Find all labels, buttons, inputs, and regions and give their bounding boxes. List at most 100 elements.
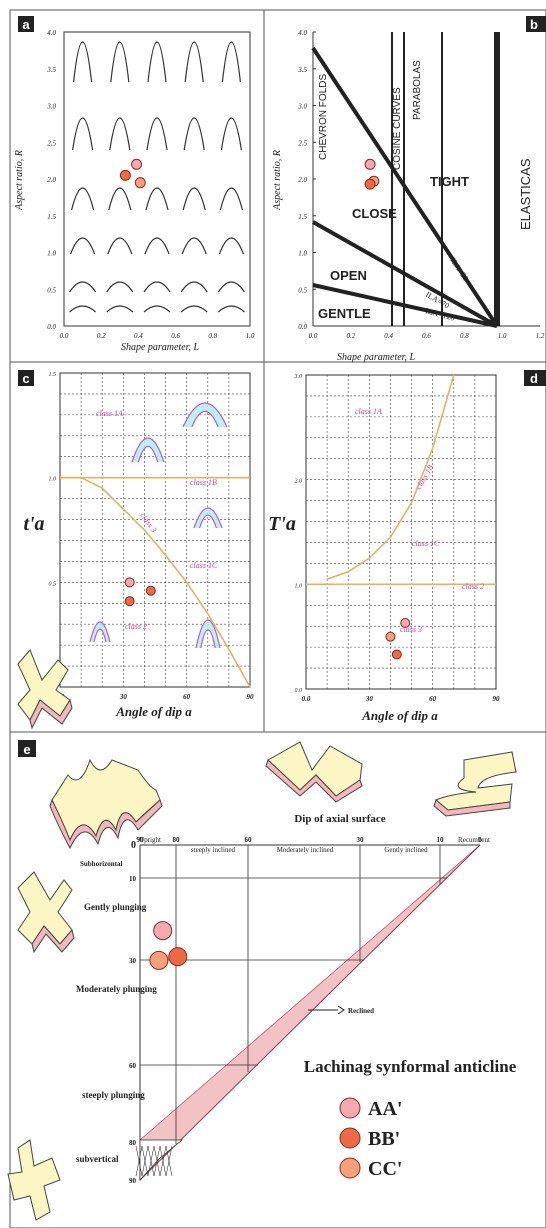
dip-class-moderate: Moderately inclined (277, 846, 334, 854)
b-xtick: 1.2 (536, 332, 545, 340)
fold-shape-profile (110, 41, 130, 83)
d-xtick: 30 (365, 695, 374, 703)
panel-e-label: e (23, 742, 30, 757)
e-dip-tick: 60 (245, 836, 253, 844)
legend-label: BB' (368, 1128, 400, 1150)
fold-shape-profile (180, 305, 208, 313)
dip-class-steep: steeply inclined (191, 846, 236, 854)
fold-shape-profile (219, 187, 243, 211)
e-dip-tick: 30 (357, 836, 365, 844)
panel-d-curves (306, 374, 496, 586)
panel-a-axes (63, 31, 251, 327)
panel-c-axes (59, 372, 251, 688)
panel-e-badge (18, 740, 36, 757)
a-ytick: 0.5 (47, 286, 56, 294)
e-data-point (149, 950, 169, 970)
panel-a-label: a (22, 17, 30, 32)
e-hatch (135, 1145, 143, 1177)
e-title: Dip of axial surface (294, 813, 385, 825)
e-dip-tick: 10 (437, 836, 445, 844)
fold-shape-profile (217, 305, 245, 313)
fold-shape-profile (218, 237, 244, 255)
a-ytick: 3.5 (46, 66, 56, 74)
panel-d-plot: 0.0 30 60 900.01.02.03.0 class 1A class 1B … (268, 374, 500, 723)
c-class-fold-inner (191, 410, 219, 428)
fold-shape-profile (73, 41, 93, 83)
recumbent-fold-icon (433, 751, 517, 817)
legend-swatch (339, 1097, 361, 1119)
c-class-1b: class 1B (190, 478, 217, 487)
elasticas-label: ELASTICAS (518, 158, 533, 230)
a-xtick: 0.4 (134, 332, 143, 340)
panel-d-badge (524, 370, 546, 386)
d-xtick: 60 (429, 695, 437, 703)
panel-b-plot: 0.0 0.2 0.4 0.6 0.8 1.0 1.2 0.0 0.5 1.0 1.5 2.0 2.5 3… (272, 29, 545, 363)
e-reclined-band (139, 844, 481, 1181)
a-data-point (119, 169, 131, 181)
fold-shape-profile (143, 281, 171, 293)
c-class-2: class 2 (125, 622, 147, 631)
reclined-label: Reclined (348, 1007, 374, 1015)
panel-c-badge (18, 370, 34, 386)
panel-d-label: d (530, 371, 538, 386)
cosine-curves-label: COSINE CURVES (392, 87, 403, 170)
c-data-point (124, 596, 135, 607)
ila-30-line (311, 46, 499, 328)
d-ytick: 3.0 (294, 374, 303, 380)
e-dip-tick: 0 (478, 836, 482, 844)
fold-shape-profile (109, 117, 131, 151)
d-xtick: 90 (493, 695, 501, 703)
fold-shape-profile (70, 237, 96, 255)
dip-class-recumbent: Recumbent (458, 836, 490, 844)
e-hatch (147, 1145, 155, 1177)
panel-a-fold-shapes (69, 41, 245, 313)
d-data-point (385, 631, 396, 642)
d-class-1a: class 1A (355, 407, 382, 416)
gently-plunging-fold-icon (17, 649, 73, 730)
c-class-fold-outer (89, 621, 111, 643)
fold-shape-profile (181, 237, 207, 255)
panel-a-badge (18, 16, 34, 32)
fold-shape-profile (72, 117, 94, 151)
legend-label: AA' (368, 1098, 402, 1120)
c-class-1c: class 1C (190, 561, 218, 570)
a-ytick: 2.0 (47, 176, 56, 184)
a-ytick: 2.5 (47, 139, 56, 147)
e-plunge-tick: 80 (129, 1139, 137, 1147)
e-hatch (141, 1145, 149, 1177)
plunge-class-subhorizontal: Subhorizontal (80, 860, 122, 868)
region-close: CLOSE (352, 206, 397, 221)
region-open: OPEN (330, 268, 367, 283)
panel-e-points (149, 921, 188, 970)
panel-e-legend: AA' BB' CC' (339, 1097, 402, 1180)
e-hatch (165, 1145, 173, 1177)
d-class-3: class 3 (400, 625, 422, 634)
d-xtick: 0.0 (302, 695, 311, 703)
reclined-arrow-head (337, 1005, 345, 1015)
d-class-2: class 2 (462, 582, 484, 591)
b-ytick: 1.5 (298, 213, 307, 221)
panel-d-points (385, 618, 411, 660)
panel-a-xlabel: Shape parameter, L (121, 342, 199, 353)
fold-shape-profile (180, 281, 208, 293)
fold-shape-profile (220, 117, 242, 151)
b-ytick: 0.0 (298, 323, 307, 331)
c-class-fold-inner (93, 628, 107, 643)
b-ytick: 3.5 (297, 66, 307, 74)
b-xtick: 1.0 (498, 332, 507, 340)
panel-a-ticks: 0.0 0.2 0.4 0.6 0.8 1.0 0.0 0.5 1.0 1.5 2.0 2.5 3.0 3… (46, 29, 255, 340)
e-dip-tick: 80 (173, 836, 181, 844)
e-plunge-tick: 90 (129, 1177, 137, 1185)
fold-shape-profile (71, 187, 95, 211)
steeply-plunging-fold-icon (7, 1139, 61, 1221)
b-xtick: 0.0 (309, 332, 318, 340)
panel-b-badge (526, 16, 546, 32)
chevron-folds-label: CHEVRON FOLDS (318, 74, 329, 160)
c-class-fold-outer (195, 619, 221, 649)
e-plunge-tick: 60 (129, 1062, 137, 1070)
e-hatch (153, 1145, 161, 1177)
a-xtick: 1.0 (246, 332, 255, 340)
e-data-point (153, 921, 173, 941)
c-xtick: 30 (119, 693, 128, 701)
